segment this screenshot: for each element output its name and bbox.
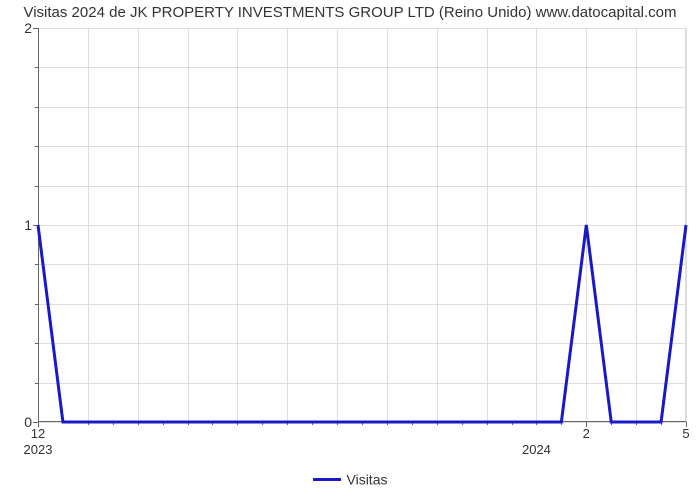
x-tick-label-year: 2023 [24, 422, 53, 457]
line-series [38, 28, 686, 422]
x-tick-mark [586, 422, 587, 427]
legend-label: Visitas [347, 471, 388, 487]
chart-plot-area: 012122520232024 [38, 28, 686, 422]
grid-line-vertical [686, 28, 687, 422]
chart-title: Visitas 2024 de JK PROPERTY INVESTMENTS … [0, 4, 700, 21]
x-tick-mark [686, 422, 687, 427]
x-tick-label-year: 2024 [522, 422, 551, 457]
chart-legend: Visitas [0, 470, 700, 487]
series-polyline [38, 225, 686, 422]
legend-swatch [313, 478, 341, 481]
x-tick-mark [38, 422, 39, 427]
